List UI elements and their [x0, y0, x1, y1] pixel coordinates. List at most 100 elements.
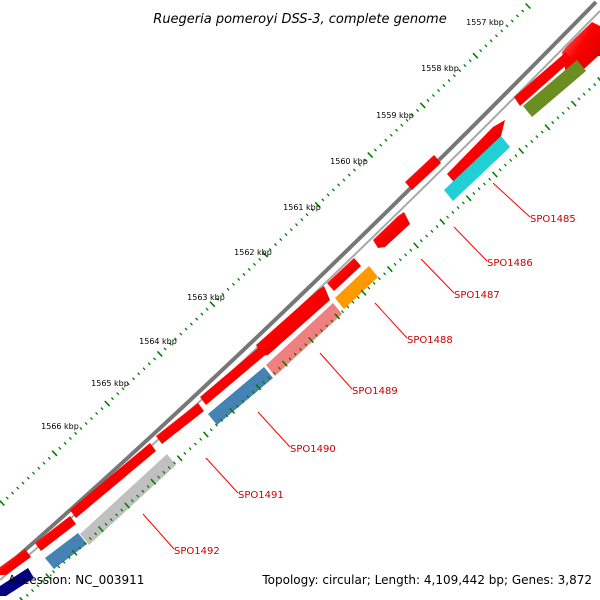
scale-minor-tick [498, 168, 502, 172]
scale-minor-tick [226, 287, 230, 291]
cog-bar[interactable] [208, 367, 273, 425]
scale-minor-tick [132, 377, 135, 381]
cog-bar[interactable] [0, 568, 34, 596]
scale-minor-tick [252, 262, 256, 266]
cds-arrow[interactable] [256, 286, 330, 356]
scale-minor-tick [174, 337, 178, 341]
scale-major-tick [492, 171, 498, 178]
scale-minor-tick [405, 118, 409, 122]
scale-minor-tick [52, 570, 55, 574]
cds-arrow[interactable] [373, 212, 410, 248]
scale-minor-tick [410, 113, 414, 117]
cds-arrow[interactable] [405, 155, 441, 190]
cds-arrow[interactable] [0, 549, 31, 575]
gene-label[interactable]: SPO1489 [352, 386, 398, 397]
scale-minor-tick [25, 593, 29, 597]
cds-arrow[interactable] [35, 516, 76, 551]
scale-minor-tick [16, 486, 20, 490]
scale-minor-tick [5, 496, 9, 500]
scale-minor-tick [430, 229, 434, 233]
scale-minor-tick [500, 29, 504, 33]
scale-label: 1562 kbp [234, 248, 272, 257]
scale-minor-tick [104, 522, 108, 526]
cog-bar[interactable] [80, 454, 176, 545]
scale-labels: 1557 kbp 1558 kbp 1559 kbp 1560 kbp 1561… [41, 18, 504, 431]
scale-minor-tick [540, 130, 544, 134]
scale-minor-tick [395, 128, 398, 132]
scale-minor-tick [477, 187, 481, 191]
scale-minor-tick [320, 328, 323, 333]
gene-label[interactable]: SPO1490 [290, 444, 336, 455]
cog-bar[interactable] [266, 303, 342, 376]
gene-label[interactable]: SPO1492 [174, 546, 220, 557]
scale-minor-tick [89, 416, 93, 421]
gene-label[interactable]: SPO1485 [530, 214, 576, 225]
scale-minor-tick [237, 277, 241, 281]
scale-minor-tick [11, 491, 15, 495]
scale-minor-tick [216, 297, 220, 301]
scale-minor-tick [279, 238, 283, 242]
scale-minor-tick [147, 362, 151, 366]
gene-label[interactable]: SPO1488 [407, 335, 453, 346]
scale-minor-tick [57, 565, 61, 569]
scale-major-tick [0, 499, 5, 507]
scale-minor-tick [400, 123, 404, 127]
scale-minor-tick [246, 395, 250, 399]
scale-major-tick [45, 573, 52, 580]
scale-minor-tick [199, 437, 203, 441]
scale-minor-tick [251, 390, 255, 394]
leader-line [142, 513, 175, 550]
cds-arrow[interactable] [514, 52, 572, 106]
scale-minor-tick [342, 178, 346, 182]
scale-minor-tick [409, 248, 413, 252]
scale-minor-tick [363, 158, 367, 162]
cog-bar[interactable] [335, 266, 378, 309]
scale-minor-tick [137, 372, 141, 376]
scale-minor-tick [94, 532, 98, 536]
cds-arrow[interactable] [156, 403, 204, 444]
scale-minor-tick [384, 138, 388, 142]
scale-major-tick [156, 350, 163, 357]
gene-label[interactable]: SPO1487 [454, 290, 500, 301]
cog-track [0, 60, 586, 596]
scale-minor-tick [214, 423, 218, 427]
gene-label[interactable]: SPO1491 [238, 490, 284, 501]
scale-minor-tick [288, 357, 292, 361]
cog-bar[interactable] [523, 60, 586, 117]
cds-arrow[interactable] [200, 348, 264, 405]
scale-minor-tick [447, 79, 451, 83]
scale-minor-tick [262, 380, 266, 385]
scale-minor-tick [373, 148, 377, 152]
scale-major-tick [104, 400, 111, 407]
scale-minor-tick [200, 312, 204, 316]
cog-bar[interactable] [444, 136, 510, 201]
scale-minor-tick [167, 466, 171, 470]
scale-minor-tick [451, 210, 455, 214]
scale-minor-tick [310, 208, 314, 212]
cds-arrow[interactable] [327, 258, 361, 291]
cds-arrow[interactable] [447, 120, 505, 182]
scale-minor-tick [141, 489, 145, 493]
scale-minor-tick [157, 475, 161, 479]
scale-minor-tick [561, 111, 565, 115]
scale-minor-tick [321, 198, 325, 202]
scale-minor-tick [530, 139, 534, 144]
gene-label[interactable]: SPO1486 [487, 258, 533, 269]
scale-minor-tick [221, 292, 225, 296]
scale-major-tick [97, 525, 104, 533]
scale-minor-tick [172, 461, 176, 465]
scale-minor-tick [463, 64, 467, 68]
cds-arrow[interactable] [70, 443, 156, 518]
scale-label: 1563 kbp [187, 293, 225, 302]
scale-minor-tick [304, 343, 308, 347]
scale-major-tick [544, 124, 551, 131]
scale-minor-tick [36, 584, 40, 588]
cog-bar[interactable] [45, 533, 87, 569]
scale-minor-tick [278, 366, 281, 370]
scale-minor-tick [505, 24, 509, 28]
scale-minor-tick [220, 418, 224, 422]
scale-minor-tick [325, 324, 329, 328]
scale-minor-tick [556, 116, 560, 120]
